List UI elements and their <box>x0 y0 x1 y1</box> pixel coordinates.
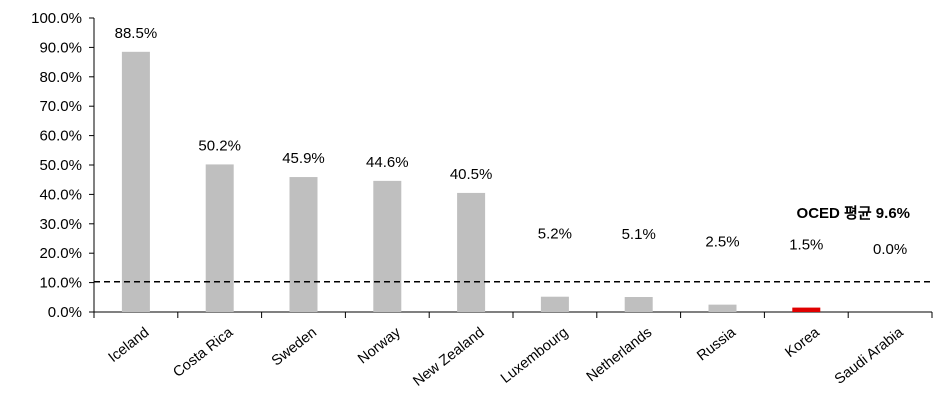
y-tick-label: 60.0% <box>39 128 82 145</box>
y-tick-label: 80.0% <box>39 69 82 86</box>
category-label: Norway <box>355 324 404 367</box>
category-label: Costa Rica <box>170 324 236 381</box>
category-label: Netherlands <box>584 325 655 386</box>
category-label: Korea <box>782 324 823 361</box>
category-label: Sweden <box>269 325 320 370</box>
bar-russia <box>708 304 737 312</box>
bar-costa-rica <box>205 164 234 312</box>
data-label: 45.9% <box>282 150 325 167</box>
bar-new-zealand <box>457 192 486 312</box>
reference-line-group: OCED 평균 9.6% <box>94 204 930 283</box>
y-tick-label: 0.0% <box>48 304 82 321</box>
data-label: 5.2% <box>538 226 572 243</box>
y-tick-label: 100.0% <box>31 10 82 27</box>
y-tick-label: 10.0% <box>39 275 82 292</box>
data-label: 44.6% <box>366 154 409 171</box>
y-tick-label: 30.0% <box>39 216 82 233</box>
category-label: New Zealand <box>410 325 487 390</box>
y-tick-label: 70.0% <box>39 98 82 115</box>
bar-korea <box>792 307 821 312</box>
data-label: 2.5% <box>705 234 739 251</box>
category-label: Russia <box>694 324 740 364</box>
category-label: Saudi Arabia <box>832 324 907 388</box>
y-tick-label: 90.0% <box>39 39 82 56</box>
data-label: 88.5% <box>115 25 158 42</box>
bar-norway <box>373 180 402 312</box>
y-tick-label: 50.0% <box>39 157 82 174</box>
bar-iceland <box>121 51 150 313</box>
data-label: 40.5% <box>450 166 493 183</box>
data-label: 1.5% <box>789 237 823 254</box>
bars <box>121 51 821 313</box>
data-label: 0.0% <box>873 241 907 258</box>
category-label: Luxembourg <box>498 325 571 387</box>
data-label: 5.1% <box>622 226 656 243</box>
bar-netherlands <box>624 297 653 312</box>
category-labels: Iceland Costa Rica Sweden Norway New Zealand… <box>106 324 908 390</box>
y-tick-label: 20.0% <box>39 245 82 262</box>
oecd-average-label: OCED 평균 9.6% <box>797 204 910 222</box>
data-labels: 88.5% 50.2% 45.9% 44.6% 40.5% 5.2% 5.1% 2.5% 1.5… <box>115 25 908 258</box>
y-axis: 0.0% 10.0% 20.0% 30.0% 40.0% 50.0% 60.0% 70.0% 8… <box>31 10 95 321</box>
y-tick-label: 40.0% <box>39 186 82 203</box>
category-label: Iceland <box>106 325 153 366</box>
bar-sweden <box>289 177 318 312</box>
bar-luxembourg <box>540 296 569 312</box>
data-label: 50.2% <box>198 137 241 154</box>
x-axis <box>93 311 933 318</box>
